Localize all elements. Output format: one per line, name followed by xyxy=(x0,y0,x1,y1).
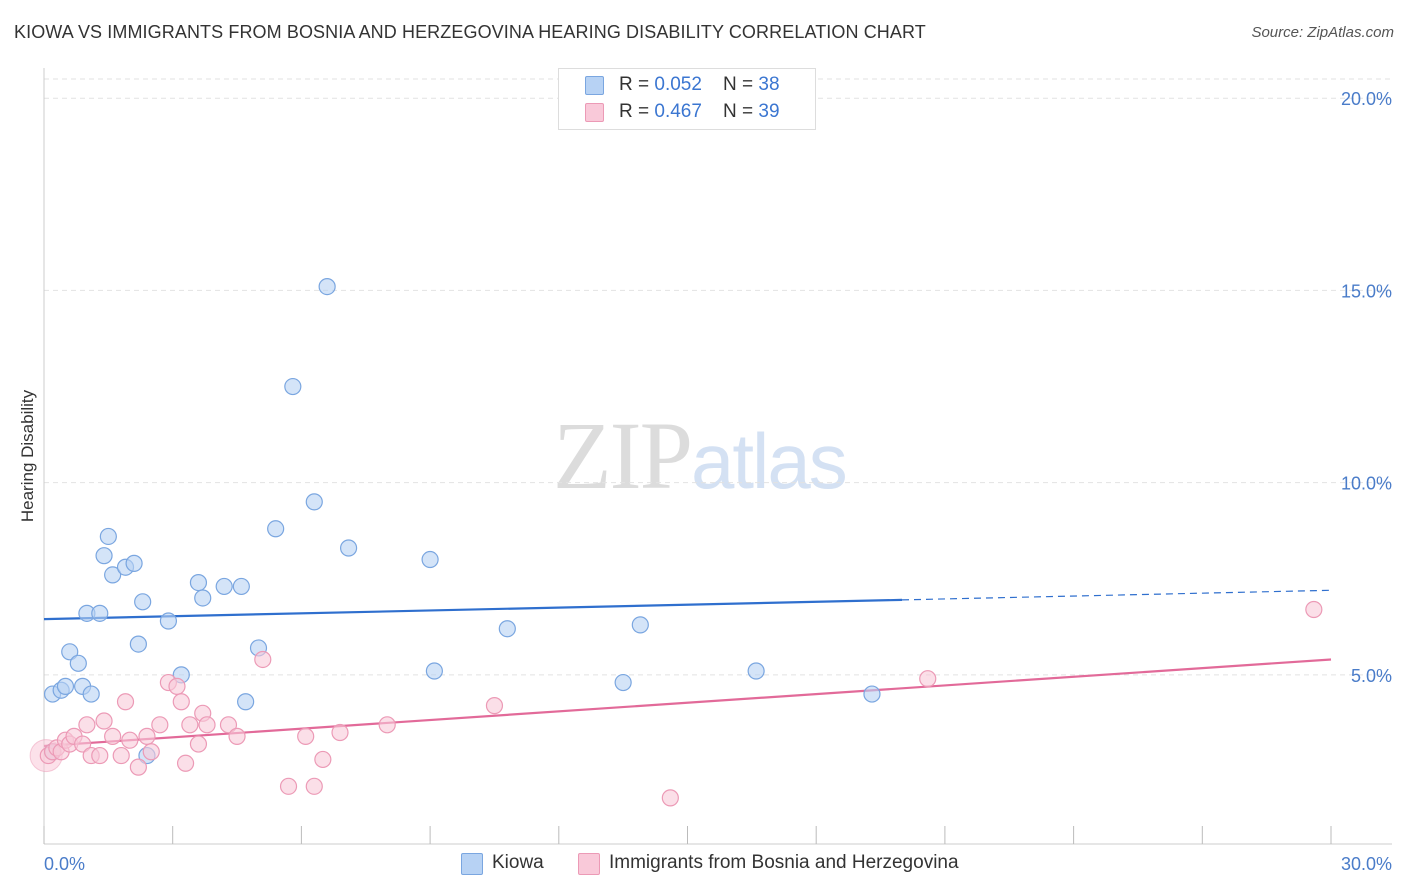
bosnia-legend-swatch xyxy=(578,853,600,875)
bosnia-point xyxy=(181,716,199,734)
y-tick-label: 5.0% xyxy=(1351,666,1392,686)
bosnia-point xyxy=(219,716,238,734)
source-attribution: Source: ZipAtlas.com xyxy=(1251,24,1394,41)
kiowa-point xyxy=(215,577,233,596)
bosnia-point xyxy=(176,754,195,772)
kiowa-point xyxy=(125,554,143,572)
kiowa-point xyxy=(104,566,122,584)
legend-r-value: 0.052 xyxy=(654,74,702,95)
bosnia-point xyxy=(74,735,92,753)
bosnia-point xyxy=(254,650,272,669)
kiowa-swatch xyxy=(585,76,604,95)
legend-r-value: 0.467 xyxy=(654,101,702,122)
kiowa-point xyxy=(99,527,117,546)
bosnia-point xyxy=(189,735,208,753)
bosnia-point xyxy=(331,723,349,742)
x-axis-ticks xyxy=(43,826,1332,844)
bosnia-trend-line xyxy=(43,658,1332,748)
kiowa-point xyxy=(61,643,79,661)
bosnia-point xyxy=(378,716,396,734)
x-tick-label: 0.0% xyxy=(44,854,85,874)
bosnia-point xyxy=(138,727,156,745)
bosnia-point xyxy=(661,789,679,807)
kiowa-point xyxy=(863,685,881,703)
bosnia-point xyxy=(305,777,323,795)
kiowa-legend-label: Kiowa xyxy=(492,852,544,873)
kiowa-point xyxy=(614,673,632,692)
kiowa-point xyxy=(498,620,516,638)
legend-bosnia-text: R = 0.467 N = 39 xyxy=(619,101,780,123)
bosnia-point xyxy=(112,746,130,765)
bosnia-swatch xyxy=(585,103,604,122)
bosnia-point xyxy=(314,750,332,769)
x-tick-label: 30.0% xyxy=(1341,854,1392,874)
legend-r-label: R = xyxy=(619,74,655,95)
bosnia-point xyxy=(91,746,109,765)
watermark: ZIPatlas xyxy=(553,400,848,511)
legend-r-label: R = xyxy=(619,101,655,122)
chart-title: KIOWA VS IMMIGRANTS FROM BOSNIA AND HERZ… xyxy=(14,22,926,42)
watermark-zip: ZIP xyxy=(553,402,693,509)
kiowa-point xyxy=(91,604,109,622)
bosnia-point xyxy=(151,716,169,734)
bosnia-point xyxy=(485,697,504,715)
y-tick-label: 10.0% xyxy=(1341,474,1392,494)
legend-kiowa-text: R = 0.052 N = 38 xyxy=(619,74,780,96)
bosnia-point xyxy=(297,727,315,745)
kiowa-trend-extension xyxy=(901,589,1332,601)
kiowa-point xyxy=(129,635,147,653)
kiowa-point xyxy=(425,662,443,680)
kiowa-point xyxy=(159,612,178,630)
kiowa-point xyxy=(267,520,285,538)
legend-n-label: N = xyxy=(723,74,759,95)
kiowa-point xyxy=(305,493,323,511)
y-axis-label: Hearing Disability xyxy=(18,389,37,522)
kiowa-point xyxy=(747,662,765,680)
bosnia-legend-label: Immigrants from Bosnia and Herzegovina xyxy=(609,852,959,873)
kiowa-point xyxy=(339,539,358,557)
watermark-atlas: atlas xyxy=(691,417,848,505)
bosnia-point xyxy=(198,716,216,734)
kiowa-trend-line xyxy=(43,598,903,621)
trend-lines xyxy=(43,589,1332,748)
bosnia-point xyxy=(919,670,937,688)
x-axis-tick-labels: 0.0% 30.0% xyxy=(44,854,1392,874)
kiowa-point xyxy=(318,277,336,296)
axes xyxy=(43,68,1392,845)
kiowa-point xyxy=(631,616,649,634)
kiowa-point xyxy=(95,547,113,565)
kiowa-point xyxy=(189,573,208,592)
bosnia-point xyxy=(78,716,96,734)
kiowa-point xyxy=(82,685,100,703)
kiowa-point xyxy=(134,593,152,611)
bosnia-point xyxy=(95,712,113,730)
bosnia-point xyxy=(168,677,186,695)
kiowa-legend-swatch xyxy=(461,853,483,875)
y-axis-tick-labels: 5.0% 10.0% 15.0% 20.0% xyxy=(1341,89,1392,686)
kiowa-point xyxy=(194,589,212,607)
bosnia-point xyxy=(142,743,160,761)
kiowa-point xyxy=(237,693,255,711)
bosnia-point xyxy=(121,731,139,749)
kiowa-point xyxy=(284,377,302,396)
bosnia-point xyxy=(116,693,135,711)
correlation-legend: R = 0.052 N = 38 R = 0.467 N = 39 xyxy=(558,68,816,130)
bosnia-point xyxy=(1305,600,1323,619)
bosnia-point xyxy=(129,758,147,776)
kiowa-point xyxy=(56,677,75,695)
kiowa-point xyxy=(421,550,439,569)
y-tick-label: 15.0% xyxy=(1341,281,1392,301)
legend-n-label: N = xyxy=(723,101,759,122)
legend-n-value: 39 xyxy=(758,101,780,122)
kiowa-point xyxy=(232,577,250,596)
legend-n-value: 38 xyxy=(758,74,780,95)
bosnia-point xyxy=(172,693,190,711)
y-tick-label: 20.0% xyxy=(1341,89,1392,109)
bosnia-point xyxy=(228,727,246,745)
bosnia-point xyxy=(104,727,122,745)
bosnia-point xyxy=(279,777,298,795)
kiowa-point xyxy=(69,654,87,672)
data-points xyxy=(29,277,1323,807)
